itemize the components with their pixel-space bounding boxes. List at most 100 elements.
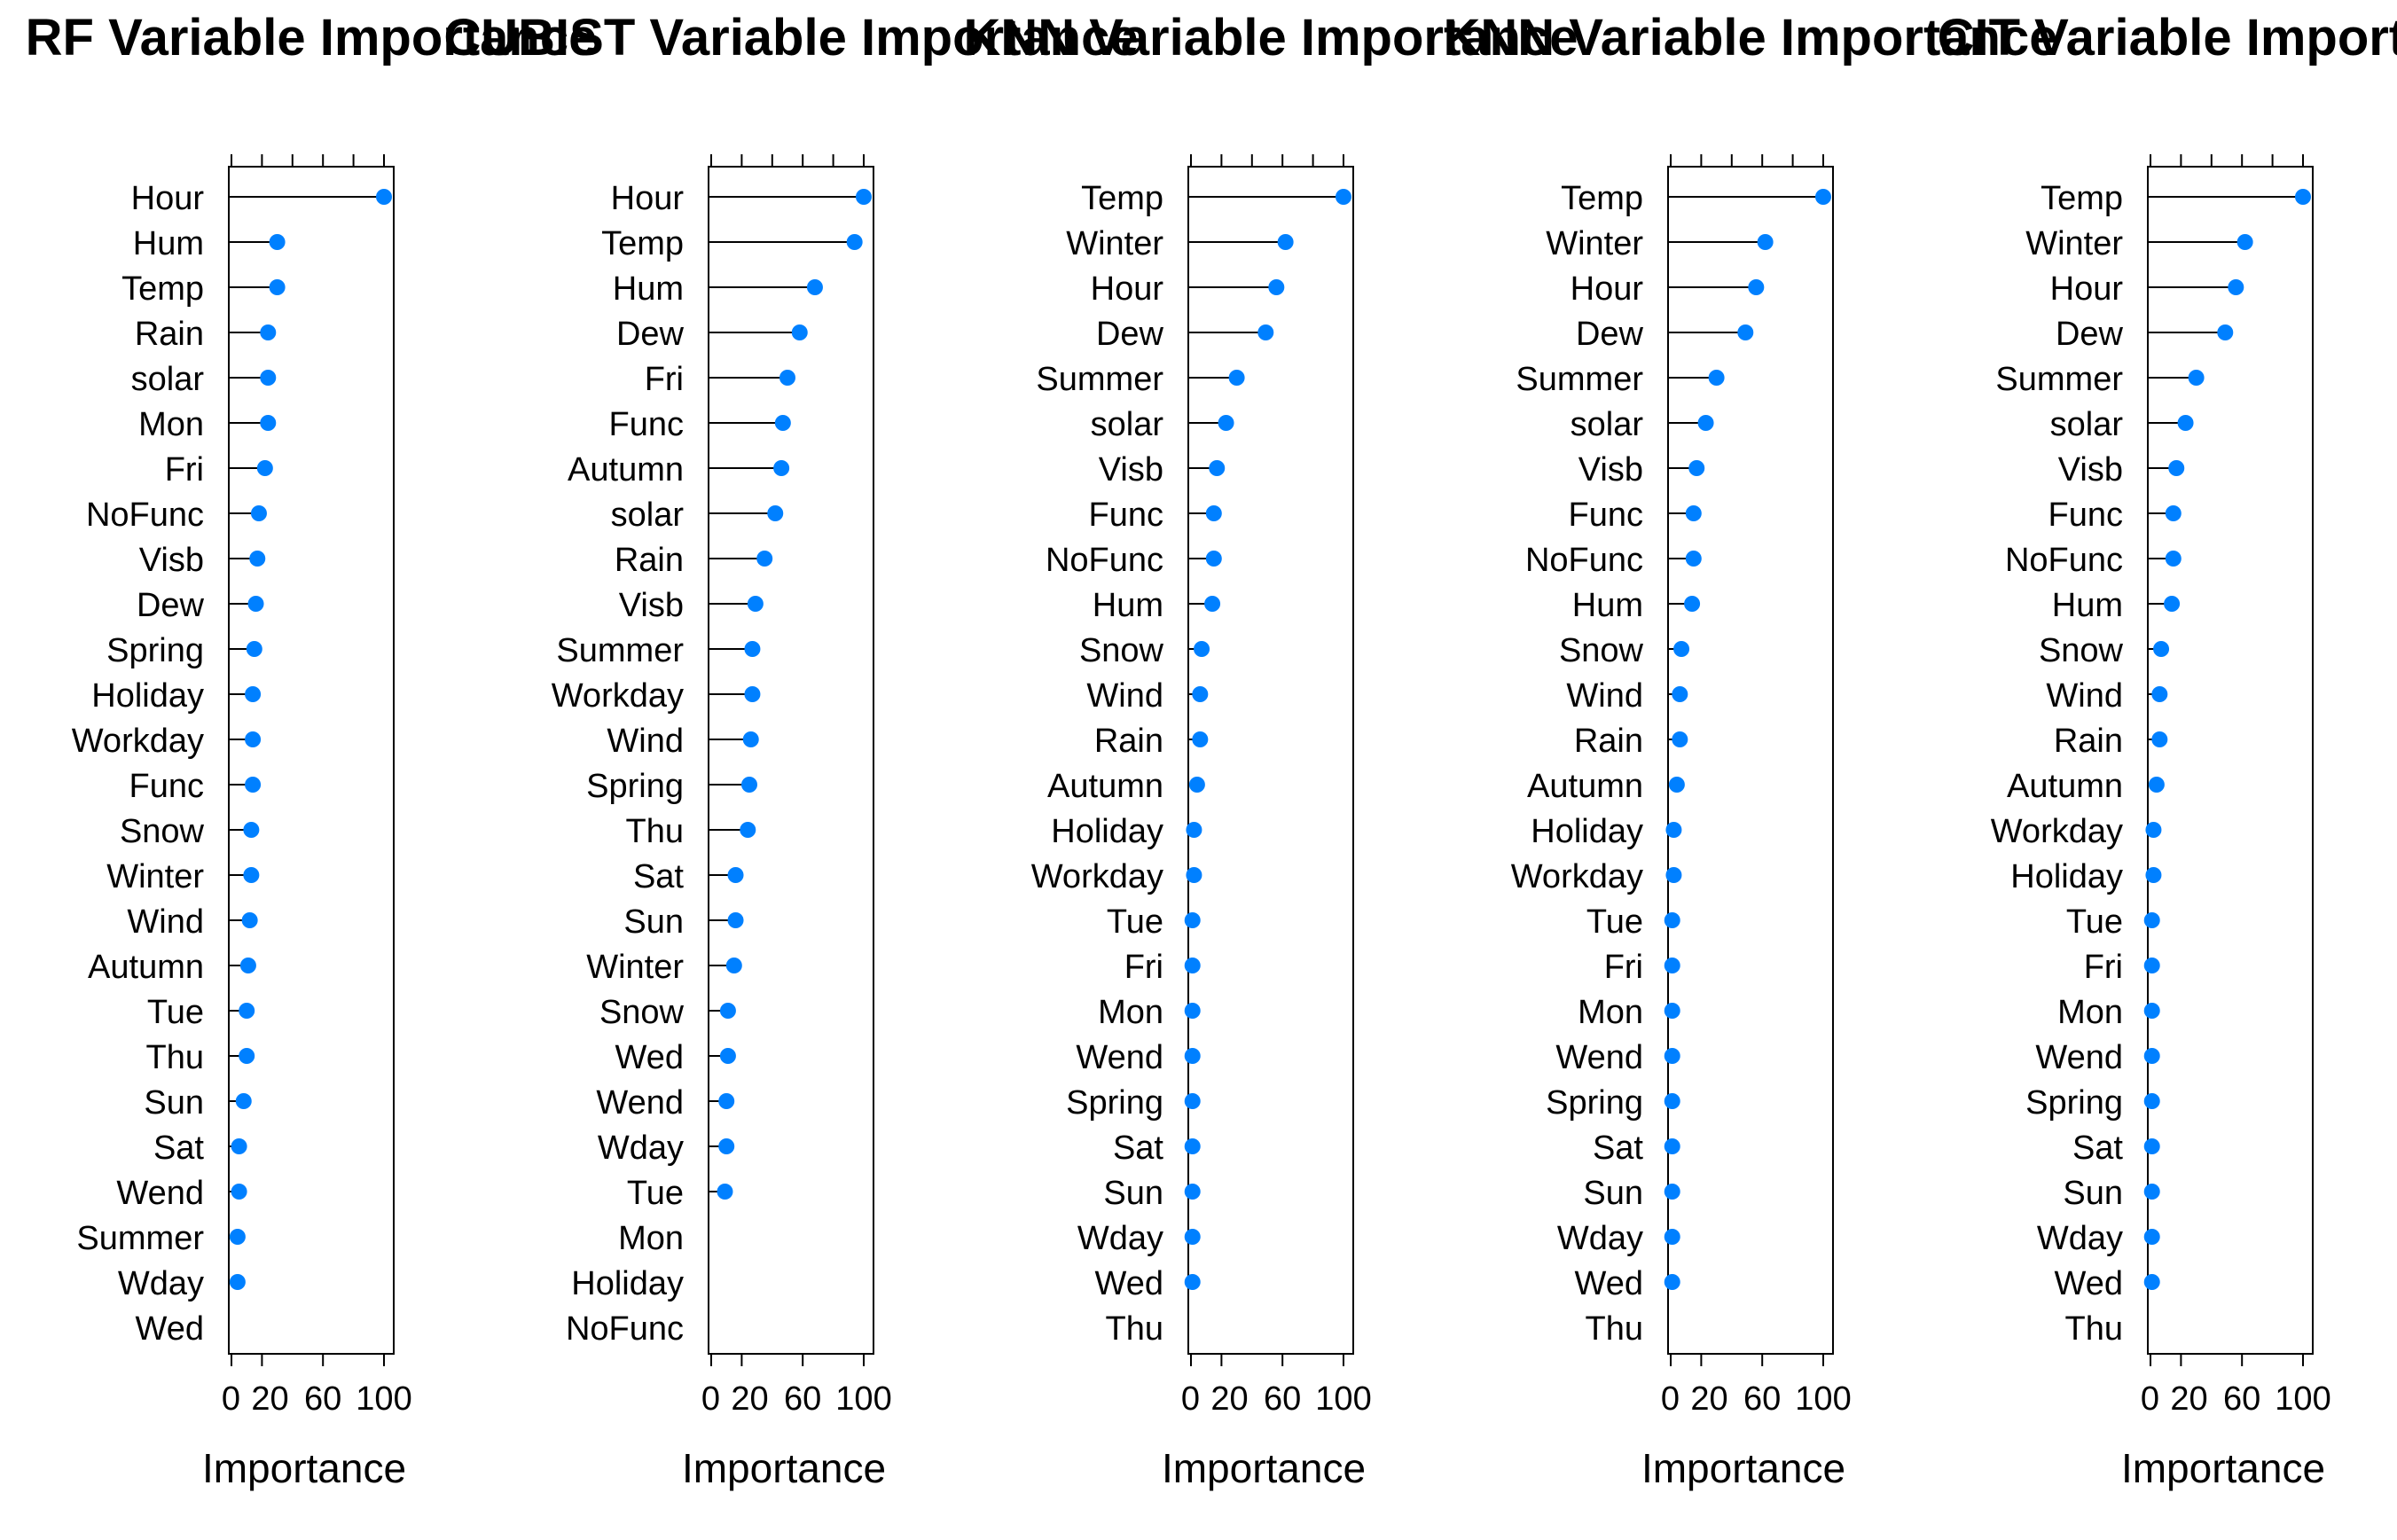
category-label: Mon [618, 1220, 684, 1257]
importance-point [239, 958, 256, 973]
importance-point [1665, 867, 1682, 883]
category-label: Dew [616, 316, 685, 353]
importance-point [243, 867, 260, 883]
chart-title: KNN Variable Importance [1444, 9, 2058, 66]
importance-point [2148, 777, 2165, 793]
category-label: Sat [153, 1130, 204, 1167]
category-label: Sun [2063, 1175, 2123, 1212]
category-label: Fri [2084, 949, 2123, 986]
importance-point [1184, 912, 1201, 928]
importance-point [1748, 279, 1765, 295]
category-label: Holiday [1531, 813, 1643, 850]
category-label: Func [129, 768, 204, 805]
category-label: Rain [1574, 723, 1643, 760]
category-label: Summer [76, 1220, 204, 1257]
importance-point [1186, 867, 1202, 883]
category-label: Wend [1555, 1039, 1643, 1076]
importance-point [767, 505, 784, 521]
importance-point [2164, 596, 2181, 612]
category-label: Spring [586, 768, 684, 805]
category-label: Sat [2072, 1130, 2123, 1167]
category-label: Hour [2050, 270, 2124, 308]
importance-point [376, 189, 392, 205]
category-label: solar [2050, 406, 2124, 443]
category-label: Summer [1036, 361, 1163, 398]
importance-point [718, 1138, 735, 1154]
importance-point [2177, 415, 2194, 431]
x-axis-label: Importance [2121, 1445, 2325, 1491]
importance-point [719, 1048, 736, 1064]
importance-point [773, 460, 790, 476]
category-label: NoFunc [1525, 542, 1643, 579]
x-tick-label: 60 [2223, 1380, 2260, 1418]
x-tick-label: 20 [1690, 1380, 1727, 1418]
category-label: Rain [2054, 723, 2123, 760]
importance-point [245, 777, 262, 793]
category-label: Thu [2065, 1310, 2123, 1348]
category-label: Mon [1578, 994, 1643, 1031]
importance-point [1204, 596, 1221, 612]
importance-point [717, 1184, 733, 1200]
category-label: Holiday [91, 677, 204, 715]
importance-point [744, 641, 761, 657]
importance-point [2143, 1003, 2160, 1019]
category-label: Temp [1561, 180, 1643, 217]
category-label: Tue [627, 1175, 684, 1212]
category-label: Spring [1066, 1084, 1163, 1122]
importance-point [756, 551, 773, 567]
x-tick-label: 100 [2275, 1380, 2330, 1418]
importance-point [2165, 551, 2182, 567]
category-label: Autumn [1527, 768, 1643, 805]
category-label: Autumn [2007, 768, 2123, 805]
category-label: Snow [1559, 632, 1644, 669]
category-label: Func [609, 406, 684, 443]
importance-point [229, 1274, 246, 1290]
importance-point [2295, 189, 2311, 205]
x-tick-label: 100 [356, 1380, 411, 1418]
importance-point [260, 370, 277, 386]
importance-point [1257, 324, 1274, 340]
importance-point [2217, 324, 2234, 340]
category-label: Wday [1077, 1220, 1163, 1257]
category-label: Autumn [88, 949, 204, 986]
category-label: Snow [1079, 632, 1164, 669]
category-label: Rain [135, 316, 204, 353]
category-label: Wind [1086, 677, 1163, 715]
importance-point [231, 1184, 247, 1200]
importance-point [2143, 912, 2160, 928]
importance-point [1665, 822, 1682, 838]
category-label: Temp [1081, 180, 1163, 217]
category-label: Dew [2056, 316, 2124, 353]
importance-point [2143, 1048, 2160, 1064]
importance-point [1192, 686, 1209, 702]
category-label: Winter [1066, 225, 1163, 262]
category-label: Spring [1546, 1084, 1643, 1122]
category-label: Fri [165, 451, 204, 489]
x-tick-label: 20 [2170, 1380, 2207, 1418]
importance-point [249, 551, 266, 567]
x-tick-label: 0 [2141, 1380, 2159, 1418]
importance-point [1708, 370, 1725, 386]
importance-point [1184, 1184, 1201, 1200]
importance-point [1664, 1093, 1680, 1109]
importance-point [2145, 822, 2162, 838]
category-label: Wday [1557, 1220, 1643, 1257]
importance-point [1277, 234, 1294, 250]
x-tick-label: 0 [1661, 1380, 1680, 1418]
importance-point [1218, 415, 1234, 431]
category-label: Visb [1578, 451, 1643, 489]
plot-frame [1667, 166, 1834, 1355]
category-label: Visb [2058, 451, 2123, 489]
category-label: Hum [2052, 587, 2123, 624]
category-label: Func [1089, 496, 1163, 534]
x-axis-label: Importance [682, 1445, 886, 1491]
chart-title: KNN Variable Importance [964, 9, 1578, 66]
importance-point [1194, 641, 1210, 657]
x-tick-label: 60 [1264, 1380, 1301, 1418]
importance-point [1664, 912, 1680, 928]
x-tick-label: 0 [701, 1380, 720, 1418]
category-label: Wday [118, 1265, 204, 1302]
category-label: Hour [611, 180, 685, 217]
importance-point [1184, 1274, 1201, 1290]
